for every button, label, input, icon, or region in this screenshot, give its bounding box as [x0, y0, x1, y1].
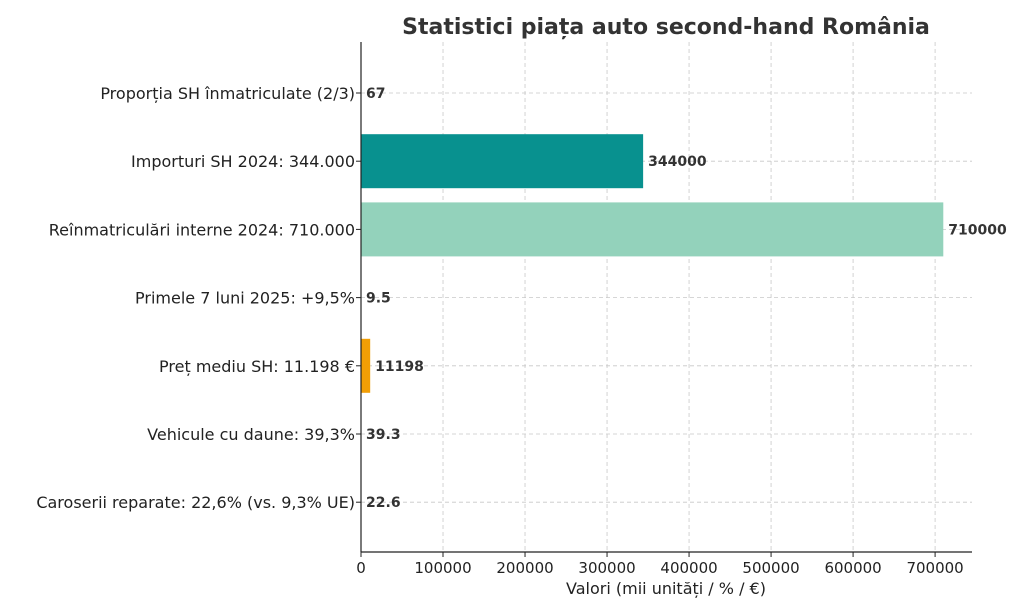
bars — [361, 66, 944, 530]
x-tick-label: 600000 — [824, 559, 881, 577]
bar — [361, 338, 371, 393]
x-tick-label: 700000 — [906, 559, 963, 577]
category-label: Importuri SH 2024: 344.000 — [131, 152, 355, 171]
category-label: Caroserii reparate: 22,6% (vs. 9,3% UE) — [36, 493, 355, 512]
chart-title: Statistici piața auto second-hand Români… — [402, 15, 930, 40]
category-label: Preț mediu SH: 11.198 € — [159, 357, 355, 376]
x-tick-label: 200000 — [496, 559, 553, 577]
x-tick-label: 0 — [356, 559, 366, 577]
x-tick-label: 300000 — [578, 559, 635, 577]
labels: 0 100000 200000 300000 400000 500000 600000 700… — [36, 84, 1007, 577]
data-label: 22.6 — [366, 495, 401, 511]
grid-lines — [361, 42, 972, 552]
data-label: 710000 — [948, 222, 1007, 238]
x-tick-label: 500000 — [742, 559, 799, 577]
category-label: Proporția SH înmatriculate (2/3) — [100, 84, 355, 103]
bar — [361, 202, 944, 257]
data-label: 39.3 — [366, 427, 401, 443]
x-axis-label: Valori (mii unități / % / €) — [566, 579, 766, 598]
data-label: 344000 — [648, 154, 707, 170]
x-tick-label: 100000 — [414, 559, 471, 577]
category-label: Primele 7 luni 2025: +9,5% — [135, 289, 355, 308]
category-label: Vehicule cu daune: 39,3% — [147, 425, 355, 444]
x-tick-label: 400000 — [660, 559, 717, 577]
data-label: 11198 — [375, 359, 424, 375]
category-label: Reînmatriculări interne 2024: 710.000 — [49, 220, 355, 239]
axes — [356, 42, 972, 557]
data-label: 67 — [366, 86, 385, 102]
bar — [361, 134, 644, 189]
data-label: 9.5 — [366, 291, 391, 307]
